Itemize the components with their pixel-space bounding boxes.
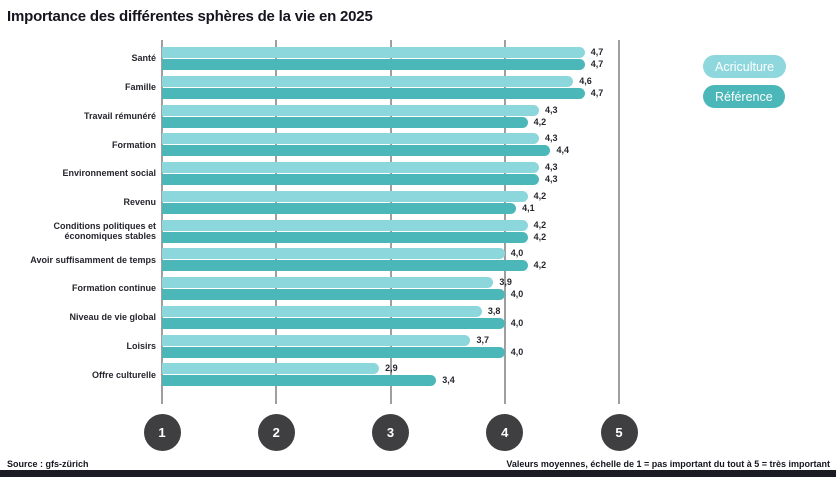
bar-acriculture — [162, 305, 482, 317]
category-label: Travail rémunéré — [83, 110, 156, 121]
bar-value-label: 4,2 — [533, 116, 547, 127]
bar-value-label: 4,2 — [533, 231, 547, 242]
category-label: Santé — [131, 53, 156, 64]
category-label: Formation — [112, 139, 156, 150]
bar-référence — [162, 375, 437, 387]
bar-acriculture — [162, 334, 471, 346]
bar-value-label: 4,7 — [590, 59, 604, 69]
bar-référence — [162, 231, 528, 243]
bar-value-label: 4,3 — [545, 133, 558, 144]
bar-acriculture — [162, 133, 540, 145]
legend-pill-acriculture[interactable]: Acriculture — [703, 55, 787, 78]
category-label: Niveau de vie global — [69, 312, 156, 323]
category-label: Revenu — [123, 197, 156, 208]
bar-value-label: 4,0 — [510, 248, 524, 259]
category-label: Famille — [124, 82, 156, 93]
bar-acriculture — [162, 363, 380, 375]
bar-référence — [162, 174, 540, 185]
bar-acriculture — [162, 248, 505, 260]
bar-value-label: 4,3 — [545, 174, 558, 184]
bar-value-label: 3,8 — [487, 305, 501, 316]
bar-acriculture — [162, 104, 540, 116]
bar-value-label: 4,1 — [522, 202, 535, 213]
bar-référence — [162, 116, 528, 128]
bar-value-label: 2,9 — [385, 363, 398, 374]
bar-acriculture — [162, 47, 585, 58]
category-label: Formation continue — [72, 283, 156, 294]
category-label: Environnement social — [62, 168, 156, 179]
gridline-x-5 — [618, 40, 620, 404]
bar-value-label: 4,2 — [533, 190, 547, 201]
bar-value-label: 4,0 — [510, 289, 524, 299]
bar-value-label: 4,2 — [533, 260, 547, 271]
bar-acriculture — [162, 75, 574, 87]
bar-value-label: 4,7 — [590, 87, 604, 98]
category-label: Offre culturelle — [91, 369, 156, 380]
bar-référence — [162, 87, 585, 99]
x-axis-tick-4: 4 — [486, 414, 524, 451]
bar-value-label: 3,9 — [499, 277, 512, 287]
bar-référence — [162, 59, 585, 70]
bar-value-label: 3,7 — [476, 334, 489, 345]
bar-value-label: 4,7 — [590, 47, 604, 57]
bar-value-label: 4,0 — [510, 317, 524, 328]
bar-value-label: 4,3 — [545, 162, 558, 172]
legend-pill-référence[interactable]: Référence — [703, 85, 785, 108]
x-axis-tick-3: 3 — [372, 414, 409, 451]
category-label: Conditions politiques et économiques sta… — [53, 220, 157, 241]
x-axis-tick-5: 5 — [600, 414, 638, 451]
bar-value-label: 4,0 — [510, 346, 524, 357]
source-note: Source : gfs-zürich — [7, 459, 89, 469]
x-axis-tick-2: 2 — [257, 414, 295, 451]
bar-référence — [162, 346, 505, 358]
bar-acriculture — [162, 219, 528, 231]
bar-référence — [162, 317, 505, 329]
bar-value-label: 4,2 — [533, 219, 547, 230]
bar-value-label: 3,4 — [442, 375, 455, 386]
category-label: Loisirs — [126, 340, 156, 351]
bar-référence — [162, 145, 551, 157]
chart-title: Importance des différentes sphères de la… — [7, 8, 373, 25]
bar-acriculture — [162, 190, 528, 202]
bar-value-label: 4,6 — [579, 75, 592, 86]
bottom-border-strip — [0, 470, 836, 477]
x-axis-tick-1: 1 — [143, 414, 181, 451]
chart-legend: Acriculture Référence — [703, 55, 787, 108]
bar-acriculture — [162, 162, 540, 173]
scale-note: Valeurs moyennes, échelle de 1 = pas imp… — [506, 459, 830, 469]
bar-référence — [162, 202, 517, 214]
bar-acriculture — [162, 277, 494, 288]
bar-value-label: 4,4 — [556, 145, 569, 156]
bar-value-label: 4,3 — [545, 104, 558, 115]
category-label: Avoir suffisamment de temps — [30, 254, 156, 265]
bar-référence — [162, 289, 505, 300]
bar-référence — [162, 260, 528, 272]
